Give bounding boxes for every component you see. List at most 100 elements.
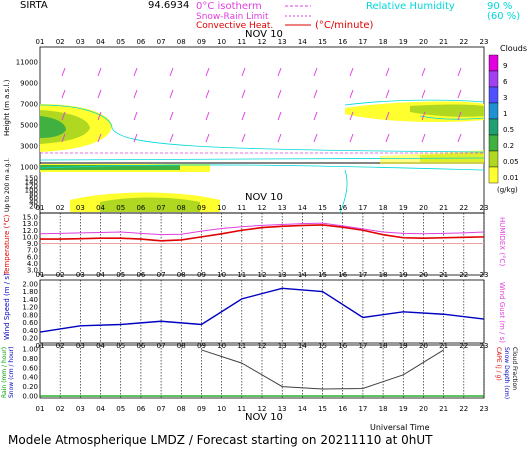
rh-legend: Relative Humidity xyxy=(366,1,455,12)
wind-tick-label: 0.40 xyxy=(22,327,38,335)
wind-barb xyxy=(61,89,66,99)
wind-barb xyxy=(277,67,282,77)
wind-barb xyxy=(313,111,318,121)
hour-tick-label: 03 xyxy=(76,38,85,46)
hour-tick-label: 15 xyxy=(318,271,327,279)
hour-tick-label: 02 xyxy=(56,38,65,46)
colorbar-swatch xyxy=(488,54,499,72)
hour-tick-label: 06 xyxy=(136,271,145,279)
height-tick-label: 9000 xyxy=(20,80,38,88)
gust-ylabel: Wind Gust (m / s) xyxy=(498,282,506,343)
hour-tick-label: 03 xyxy=(76,271,85,279)
wind-barb xyxy=(349,67,354,77)
temperature-tick-label: 10.0 xyxy=(22,233,38,241)
rh-60: (60 %) xyxy=(487,11,520,22)
lowheight-tick-label: 40 xyxy=(29,199,38,207)
cape-ylabel: CAPE (J / g) xyxy=(495,347,502,381)
temperature-line xyxy=(40,224,485,242)
hour-tick-label: 18 xyxy=(379,204,388,212)
colorbar-swatch xyxy=(488,150,499,168)
rh-contour-6 xyxy=(419,115,485,120)
xaxis-label: Universal Time xyxy=(370,423,430,432)
hour-tick-label: 16 xyxy=(338,204,347,212)
hour-tick-label: 23 xyxy=(480,204,489,212)
colorbar-level-label: 9 xyxy=(503,62,507,70)
height-ylabel: Height (m a.s.l.) xyxy=(3,79,11,136)
hour-tick-label: 16 xyxy=(338,405,347,413)
hour-tick-label: 14 xyxy=(298,38,307,46)
hour-tick-label: 22 xyxy=(459,38,468,46)
rh-contour-3 xyxy=(39,164,485,171)
hour-tick-label: 01 xyxy=(36,405,45,413)
hour-tick-label: 08 xyxy=(177,38,186,46)
date-label-mid: NOV 10 xyxy=(245,192,283,203)
wind-barb xyxy=(61,67,66,77)
wind-barb xyxy=(277,111,282,121)
wind-barb xyxy=(61,133,66,143)
wind-barb xyxy=(169,67,174,77)
hour-tick-label: 07 xyxy=(157,271,166,279)
wind-barb xyxy=(169,133,174,143)
hour-tick-label: 04 xyxy=(96,38,105,46)
hour-tick-label: 17 xyxy=(358,405,367,413)
hour-tick-label: 09 xyxy=(197,38,206,46)
clouds-colorbar: Clouds (g/kg) 9 6 3 1 0.5 0.2 0.05 0.01 xyxy=(488,44,527,194)
wind-barb xyxy=(457,133,462,143)
hour-tick-label: 06 xyxy=(136,204,145,212)
wind-barb xyxy=(313,133,318,143)
hour-tick-label: 10 xyxy=(217,204,226,212)
hour-tick-label: 17 xyxy=(358,271,367,279)
convective-legend: Convective Heat. xyxy=(196,21,273,31)
temperature-tick-label: 4.0 xyxy=(27,260,38,268)
temperature-tick-label: 15.0 xyxy=(22,214,38,222)
height-tick-label: 1000 xyxy=(20,164,38,172)
snow-ylabel: Snow (cm / hour) xyxy=(8,346,15,398)
hour-tick-label: 01 xyxy=(36,271,45,279)
hour-tick-label: 07 xyxy=(157,204,166,212)
rh-contour-4 xyxy=(339,169,348,214)
wind-barb xyxy=(97,67,102,77)
wind-barb xyxy=(457,67,462,77)
hour-tick-label: 22 xyxy=(459,271,468,279)
wind-speed-line xyxy=(39,287,485,333)
hour-tick-label: 15 xyxy=(318,204,327,212)
hour-tick-label: 20 xyxy=(419,271,428,279)
wind-barb xyxy=(97,133,102,143)
hour-tick-label: 17 xyxy=(358,204,367,212)
hour-tick-label: 15 xyxy=(318,38,327,46)
wind-barb xyxy=(349,133,354,143)
rain-tick-label: 0.20 xyxy=(22,383,38,391)
snow-rain-legend: Snow-Rain Limit xyxy=(196,12,269,22)
hour-tick-label: 22 xyxy=(459,204,468,212)
wind-barb xyxy=(385,89,390,99)
hour-tick-label: 19 xyxy=(399,405,408,413)
colorbar-level-label: 0.5 xyxy=(503,126,514,134)
hour-tick-label: 01 xyxy=(36,38,45,46)
wind-tick-label: 1.80 xyxy=(22,288,38,296)
wind-barb xyxy=(97,89,102,99)
rain-tick-label: 0.40 xyxy=(22,374,38,382)
hour-tick-label: 13 xyxy=(278,204,287,212)
hour-tick-label: 02 xyxy=(56,271,65,279)
colorbar-level-label: 0.01 xyxy=(503,174,519,182)
temperature-tick-label: 6.0 xyxy=(27,253,38,261)
wind-barb xyxy=(385,133,390,143)
wind-arrows xyxy=(61,67,462,143)
wind-barb xyxy=(277,89,282,99)
temperature-ylabel: Temperature (°C) xyxy=(3,214,11,276)
cloud-band-ground-green xyxy=(40,165,180,170)
wind-barb xyxy=(385,111,390,121)
lowheight-tick-label: 150 xyxy=(25,175,38,183)
hour-tick-label: 09 xyxy=(197,271,206,279)
hour-tick-label: 20 xyxy=(419,204,428,212)
hour-tick-label: 14 xyxy=(298,204,307,212)
wind-barb xyxy=(205,133,210,143)
hour-tick-label: 13 xyxy=(278,271,287,279)
figure-title: Modele Atmospherique LMDZ / Forecast sta… xyxy=(8,433,433,447)
hour-tick-label: 19 xyxy=(399,204,408,212)
hour-tick-label: 12 xyxy=(258,405,267,413)
wind-tick-label: 0.60 xyxy=(22,319,38,327)
colorbar-level-label: 6 xyxy=(503,78,508,86)
lowheight-tick-label: 80 xyxy=(29,191,38,199)
rain-tick-label: 0.00 xyxy=(22,393,38,401)
